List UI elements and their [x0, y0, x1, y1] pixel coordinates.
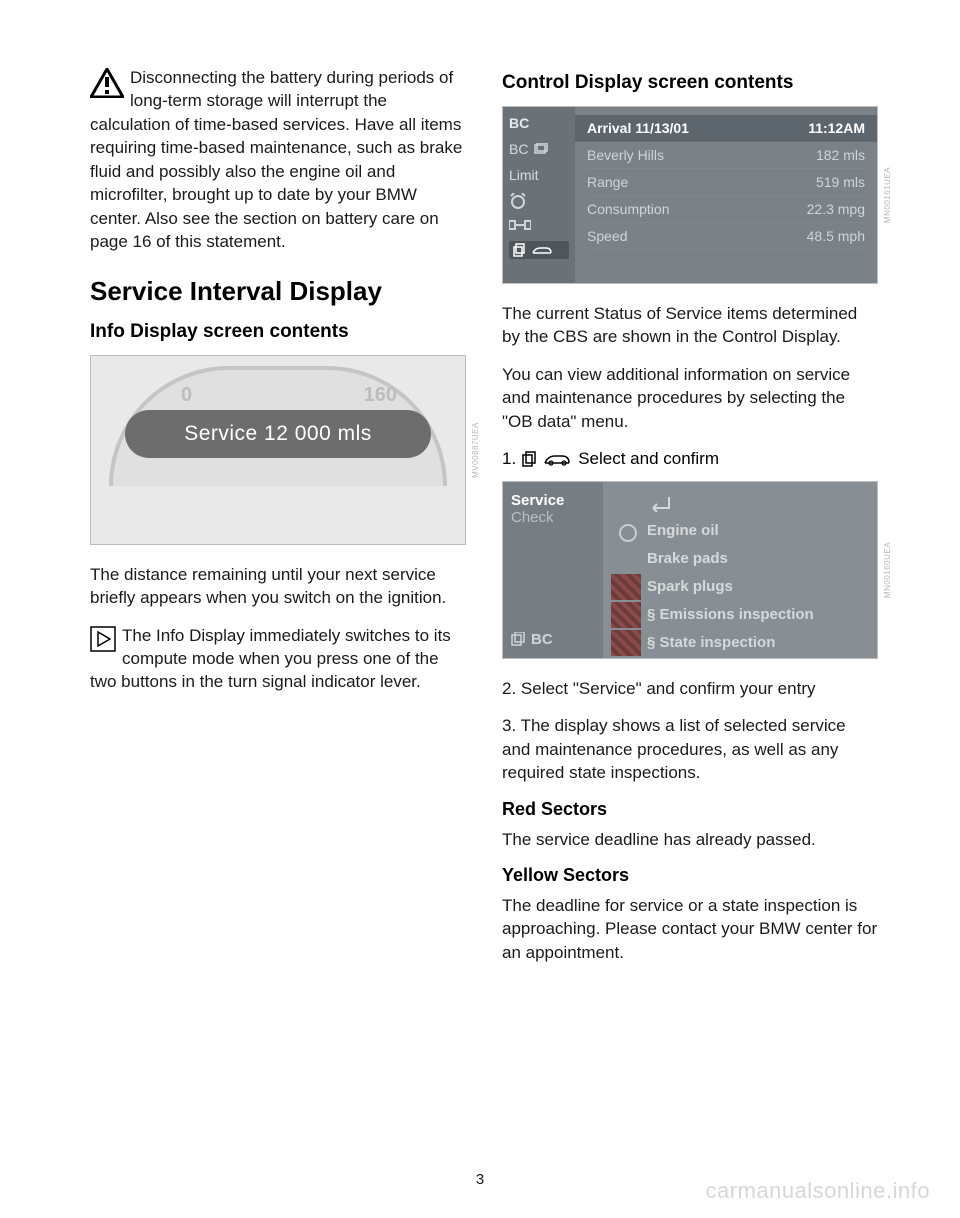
ctrl-row: Speed 48.5 mph [587, 223, 865, 250]
gauge-num-right: 160 [364, 384, 397, 407]
watermark: carmanualsonline.info [705, 1178, 930, 1204]
step-2: 2. Select "Service" and confirm your ent… [502, 677, 878, 700]
ctrl-para-2: You can view additional information on s… [502, 363, 878, 433]
page-number: 3 [476, 1171, 484, 1188]
ctrl-row: Consumption 22.3 mpg [587, 196, 865, 223]
ctrl-para-1: The current Status of Service items dete… [502, 302, 878, 349]
ctrl-selected-row [509, 241, 569, 259]
car-icon [542, 452, 572, 466]
warning-icon [90, 68, 124, 104]
ctrl-bc-top: BC [509, 115, 569, 131]
yellow-sectors-para: The deadline for service or a state insp… [502, 894, 878, 964]
svc-row: Brake pads [611, 546, 869, 572]
service-menu-image: Service Check BC Engine oil [502, 481, 878, 659]
ctrl-row: Beverly Hills 182 mls [587, 142, 865, 169]
ctrl-limit: Limit [509, 167, 569, 183]
svc-check-label: Check [511, 509, 595, 526]
svc-sidebar: Service Check BC [503, 482, 603, 658]
svc-row: Spark plugs [611, 574, 869, 600]
warning-text: Disconnecting the battery during periods… [90, 68, 462, 251]
alarm-icon [509, 193, 569, 209]
ctrl-main: Arrival 11/13/01 11:12AM Beverly Hills 1… [575, 107, 877, 283]
note-paragraph: The Info Display immediately switches to… [90, 624, 466, 694]
car-icon [531, 244, 553, 256]
svc-main: Engine oil Brake pads Spark plugs § Emis… [603, 482, 877, 658]
note-icon [90, 626, 116, 658]
figure-id: MN00160UEA [883, 542, 892, 598]
subheading-control-display: Control Display screen contents [502, 72, 878, 94]
warning-paragraph: Disconnecting the battery during periods… [90, 66, 466, 254]
subheading-info-display: Info Display screen contents [90, 321, 466, 343]
ctrl-sidebar: BC BC Limit [503, 107, 575, 283]
red-sectors-heading: Red Sectors [502, 799, 878, 820]
step-1-text: Select and confirm [578, 447, 719, 470]
svc-back-row [611, 490, 869, 516]
gauge-strip: Service 12 000 mls [125, 410, 431, 458]
svc-service-label: Service [511, 492, 595, 509]
ctrl-bc-row: BC [509, 141, 569, 157]
right-column: Control Display screen contents BC BC Li… [502, 66, 878, 978]
svc-row: § Emissions inspection [611, 602, 869, 628]
svc-bc-row: BC [511, 631, 595, 648]
step-1-num: 1. [502, 447, 516, 470]
service-menu-figure: Service Check BC Engine oil [502, 481, 878, 659]
info-para: The distance remaining until your next s… [90, 563, 466, 610]
page-content: Disconnecting the battery during periods… [0, 0, 960, 978]
gauge-image: 0 160 Service 12 000 mls [90, 355, 466, 545]
left-column: Disconnecting the battery during periods… [90, 66, 466, 978]
svc-row: § State inspection [611, 630, 869, 656]
control-display-figure: BC BC Limit [502, 106, 878, 284]
section-heading: Service Interval Display [90, 276, 466, 307]
back-icon [647, 494, 671, 512]
note-text: The Info Display immediately switches to… [90, 626, 451, 692]
ctrl-row: Range 519 mls [587, 169, 865, 196]
step-3: 3. The display shows a list of selected … [502, 714, 878, 784]
page-stack-icon [522, 451, 536, 467]
gauge-num-left: 0 [181, 384, 192, 407]
control-display-image: BC BC Limit [502, 106, 878, 284]
red-sectors-para: The service deadline has already passed. [502, 828, 878, 851]
info-display-figure: 0 160 Service 12 000 mls MV00887UEA [90, 355, 466, 545]
figure-id: MN00161UEA [883, 167, 892, 223]
figure-id: MV00887UEA [471, 422, 480, 478]
trip-icon [509, 219, 569, 231]
yellow-sectors-heading: Yellow Sectors [502, 865, 878, 886]
step-1: 1. Select and confirm [502, 447, 878, 470]
svc-row: Engine oil [611, 518, 869, 544]
ctrl-row: Arrival 11/13/01 11:12AM [575, 115, 877, 142]
